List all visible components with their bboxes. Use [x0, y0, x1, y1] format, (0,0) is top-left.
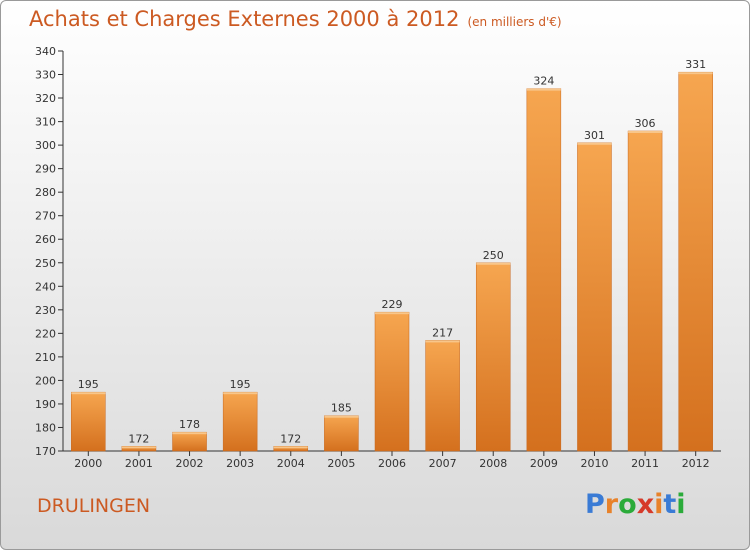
- x-tick-label: 2011: [631, 457, 659, 470]
- data-label: 195: [78, 378, 99, 391]
- logo-letter: P: [585, 489, 605, 520]
- bar-highlight: [273, 446, 308, 449]
- x-tick-label: 2005: [327, 457, 355, 470]
- data-label: 172: [128, 432, 149, 445]
- x-tick-label: 2009: [530, 457, 558, 470]
- y-tick-label: 180: [35, 421, 56, 434]
- bar-highlight: [71, 392, 106, 395]
- chart-subtitle: (en milliers d'€): [467, 15, 562, 29]
- y-tick-label: 210: [35, 351, 56, 364]
- y-tick-label: 240: [35, 280, 56, 293]
- y-tick-label: 260: [35, 233, 56, 246]
- bar: [475, 262, 511, 452]
- data-label: 195: [230, 378, 251, 391]
- bar-highlight: [628, 131, 663, 133]
- x-tick-label: 2003: [226, 457, 254, 470]
- bar-highlight: [172, 432, 207, 435]
- bar-highlight: [577, 142, 612, 145]
- logo-letter: i: [676, 489, 686, 520]
- data-label: 172: [280, 432, 301, 445]
- y-tick-label: 170: [35, 445, 56, 458]
- bar-highlight: [678, 72, 713, 75]
- y-tick-label: 250: [35, 257, 56, 270]
- x-tick-label: 2008: [479, 457, 507, 470]
- x-tick-label: 2012: [682, 457, 710, 470]
- data-label: 185: [331, 402, 352, 415]
- data-label: 306: [635, 117, 656, 130]
- bar: [71, 391, 106, 452]
- bar: [324, 415, 359, 452]
- x-tick-label: 2000: [74, 457, 102, 470]
- y-tick-label: 280: [35, 186, 56, 199]
- y-tick-label: 190: [35, 398, 56, 411]
- logo-letter: t: [663, 489, 677, 520]
- logo-letter: r: [604, 489, 619, 520]
- bar: [222, 391, 258, 452]
- y-tick-label: 310: [35, 116, 56, 129]
- commune-name: DRULINGEN: [37, 495, 151, 517]
- bar-highlight: [324, 415, 359, 418]
- bar-highlight: [526, 88, 561, 91]
- x-tick-label: 2002: [176, 457, 204, 470]
- data-label: 324: [533, 75, 554, 88]
- x-tick-label: 2010: [580, 457, 608, 470]
- bar-highlight: [223, 392, 258, 395]
- x-tick-label: 2007: [429, 457, 457, 470]
- data-label: 217: [432, 326, 453, 339]
- y-tick-label: 320: [35, 92, 56, 105]
- y-tick-label: 230: [35, 304, 56, 317]
- y-tick-label: 270: [35, 210, 56, 223]
- bar: [526, 88, 562, 452]
- data-label: 178: [179, 418, 200, 431]
- y-tick-label: 340: [35, 45, 56, 58]
- x-tick-label: 2004: [277, 457, 305, 470]
- data-label: 301: [584, 129, 605, 142]
- y-tick-label: 290: [35, 163, 56, 176]
- bar: [627, 130, 663, 452]
- y-tick-label: 220: [35, 327, 56, 340]
- chart-title-text: Achats et Charges Externes 2000 à 2012: [29, 7, 460, 31]
- bar-highlight: [121, 446, 156, 449]
- bar: [678, 71, 713, 452]
- bar-highlight: [476, 262, 511, 265]
- data-label: 229: [382, 298, 403, 311]
- bar: [374, 311, 410, 452]
- logo-letter: i: [654, 489, 664, 520]
- logo-letter: o: [618, 489, 637, 520]
- x-tick-label: 2006: [378, 457, 406, 470]
- chart-labels: 2000 195 2001 172 2002 178 2003 195 2004 172 2005 1…: [74, 58, 709, 470]
- logo-letter: x: [636, 489, 655, 520]
- y-tick-label: 300: [35, 139, 56, 152]
- data-label: 250: [483, 249, 504, 262]
- y-tick-label: 200: [35, 374, 56, 387]
- bar: [577, 142, 612, 452]
- x-tick-label: 2001: [125, 457, 153, 470]
- data-label: 331: [685, 58, 706, 71]
- chart-title: Achats et Charges Externes 2000 à 2012 (e…: [29, 7, 562, 31]
- bar-highlight: [375, 312, 409, 315]
- bar-highlight: [425, 340, 460, 343]
- chart-axes: 170 180 190 200 210 220 230 240 250 260 270 280 290 3…: [35, 45, 721, 458]
- bar: [172, 431, 207, 452]
- chart-bars: [71, 71, 713, 452]
- y-tick-label: 330: [35, 69, 56, 82]
- bar: [425, 340, 460, 452]
- proxiti-logo: Proxiti: [585, 489, 686, 520]
